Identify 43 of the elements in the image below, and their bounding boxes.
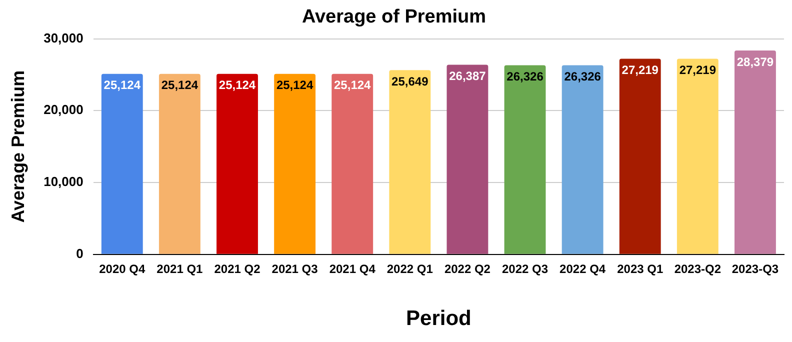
data-label: 26,387: [449, 69, 486, 84]
chart-title: Average of Premium: [302, 6, 486, 28]
x-tick-label: 2023 Q1: [617, 262, 664, 276]
data-label: 25,124: [161, 78, 198, 92]
bar: [274, 74, 316, 254]
bar: [734, 50, 776, 254]
x-tick-label: 2022 Q2: [444, 262, 491, 276]
y-axis-title: Average Premium: [8, 70, 28, 223]
data-label: 26,326: [506, 70, 544, 84]
bar: [101, 74, 143, 254]
y-tick-label: 20,000: [44, 102, 84, 118]
data-label: 28,379: [736, 54, 774, 69]
x-tick-label: 2021 Q1: [156, 262, 204, 276]
data-label: 26,326: [564, 70, 602, 84]
y-tick-label: 10,000: [44, 174, 84, 190]
bar: [158, 74, 200, 254]
x-tick-label: 2021 Q4: [329, 262, 376, 276]
data-label: 25,124: [276, 78, 314, 92]
x-tick-label: 2023-Q2: [674, 262, 722, 276]
bar: [446, 64, 488, 254]
x-tick-label: 2021 Q2: [214, 262, 261, 276]
y-tick-label: 0: [76, 246, 84, 261]
bar: [216, 74, 258, 254]
x-axis-title: Period: [406, 307, 472, 330]
data-label: 27,219: [679, 63, 716, 78]
data-label: 25,124: [334, 78, 372, 92]
data-label: 27,219: [622, 63, 659, 78]
x-tick-label: 2022 Q4: [560, 262, 606, 276]
x-tick-label: 2022 Q3: [502, 262, 548, 276]
data-label: 25,649: [392, 74, 429, 88]
bar: [332, 74, 374, 254]
bar: [389, 70, 431, 254]
x-tick-label: 2021 Q3: [272, 262, 318, 276]
bar: [504, 65, 546, 254]
bar: [619, 58, 661, 254]
y-tick-label: 30,000: [44, 30, 84, 46]
x-tick-label: 2022 Q1: [386, 262, 434, 276]
data-label: 25,124: [104, 78, 141, 92]
data-label: 25,124: [218, 78, 256, 92]
bar: [562, 65, 604, 254]
x-tick-label: 2023-Q3: [732, 262, 779, 276]
x-tick-label: 2020 Q4: [99, 262, 146, 276]
bar: [676, 58, 718, 254]
